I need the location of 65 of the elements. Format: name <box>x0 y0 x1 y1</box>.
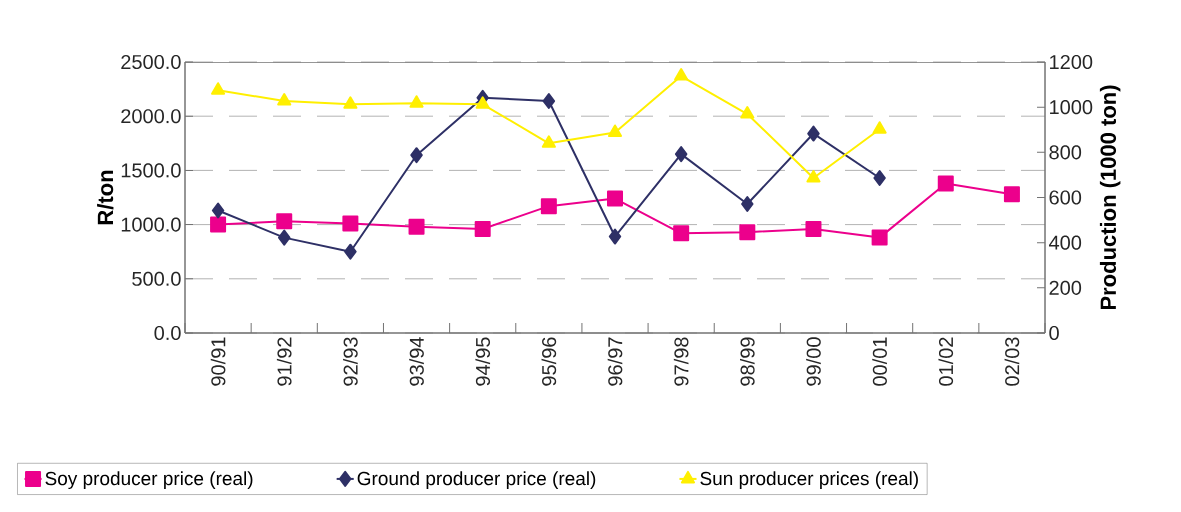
x-tick-label: 96/97 <box>607 337 623 386</box>
x-tick-label: 92/93 <box>343 337 358 386</box>
x-tick-label: 90/91 <box>210 337 226 386</box>
x-tick-label: 99/00 <box>806 337 821 386</box>
point <box>277 93 292 106</box>
y2-tick-label: 800 <box>1049 145 1082 160</box>
point <box>540 198 557 215</box>
x-tick-label: 02/03 <box>1004 337 1020 386</box>
x-tick-label: 93/94 <box>409 337 424 386</box>
x-tick-label: 95/96 <box>541 337 557 386</box>
point <box>541 135 556 148</box>
y2-tick-label: 600 <box>1049 190 1082 205</box>
point <box>276 213 293 230</box>
point <box>872 121 887 134</box>
y2-tick-label: 1000 <box>1050 100 1093 115</box>
y-tick-label: 1000.0 <box>121 217 181 232</box>
point <box>344 243 357 260</box>
point <box>408 218 425 235</box>
y-tick-label: 1500.0 <box>121 163 181 178</box>
point <box>608 228 622 245</box>
point <box>210 216 227 233</box>
point <box>542 93 556 110</box>
point <box>673 225 690 242</box>
legend-label: Soy producer price (real) <box>45 471 253 489</box>
point <box>343 96 358 109</box>
point <box>1003 186 1020 203</box>
point <box>409 95 424 108</box>
point <box>741 196 754 213</box>
point <box>806 169 821 183</box>
point <box>342 215 359 232</box>
point <box>739 224 756 241</box>
x-tick-label: 01/02 <box>938 337 954 386</box>
point <box>607 190 623 207</box>
x-tick-label: 97/98 <box>673 337 689 386</box>
y-tick-label: 0.0 <box>154 325 181 341</box>
point <box>871 229 888 246</box>
x-tick-label: 91/92 <box>276 337 292 386</box>
point <box>211 82 226 95</box>
point <box>410 147 423 164</box>
point <box>607 124 623 137</box>
point <box>937 175 954 192</box>
point <box>873 169 886 186</box>
legend-label: Ground producer price (real) <box>357 471 596 489</box>
point <box>474 220 491 237</box>
point <box>674 146 688 163</box>
y-tick-label: 2000.0 <box>121 109 181 124</box>
y-tick-label: 500.0 <box>132 271 181 286</box>
x-tick-label: 94/95 <box>475 337 491 386</box>
x-tick-label: 00/01 <box>872 337 887 386</box>
point <box>475 96 490 109</box>
legend-label: Sun producer prices (real) <box>700 471 918 489</box>
y-axis-title: R/ton <box>97 170 114 225</box>
x-tick-label: 98/99 <box>739 337 755 386</box>
y-tick-label: 2500.0 <box>121 54 181 70</box>
point <box>740 106 755 119</box>
y2-tick-label: 1200 <box>1050 54 1093 70</box>
point <box>807 125 820 142</box>
y2-axis-title: Production (1000 ton) <box>1099 85 1121 310</box>
point <box>805 220 822 237</box>
point <box>674 68 689 81</box>
point <box>211 202 225 219</box>
y2-tick-label: 200 <box>1049 280 1082 295</box>
y2-tick-label: 400 <box>1049 235 1082 250</box>
point <box>277 229 291 246</box>
y2-tick-label: 0 <box>1049 325 1059 341</box>
